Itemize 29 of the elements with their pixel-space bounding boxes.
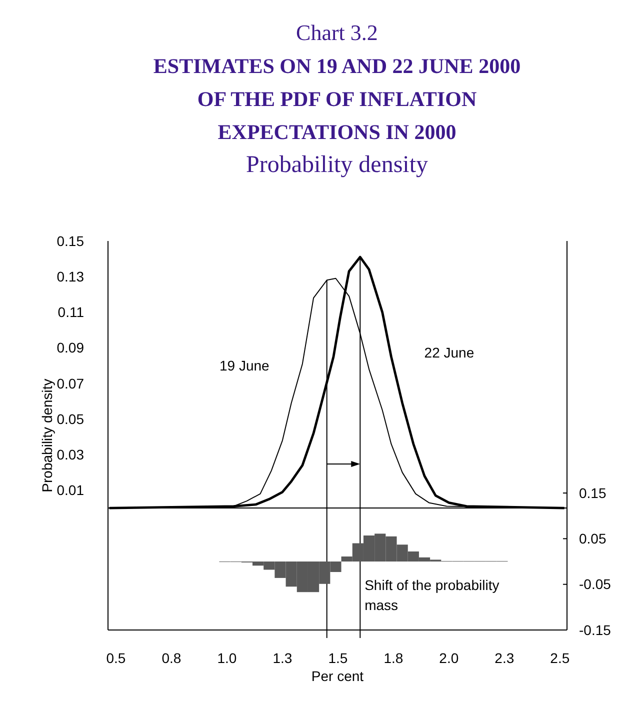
text: 19 June	[220, 357, 270, 374]
annotation: Shift of the probability mass	[364, 576, 500, 613]
chart-title: Chart 3.2	[296, 20, 378, 45]
y-tick-label: 0.11	[58, 304, 84, 320]
y-tick-label: 0.01	[56, 482, 84, 498]
y-tick-label: 0.07	[56, 375, 84, 392]
x-tick-label: 1.5	[328, 650, 348, 666]
y2-tick-label: -0.05	[579, 576, 612, 592]
y2-tick-label: -0.15	[579, 622, 612, 638]
x-tick-label: 1.0	[217, 650, 237, 666]
x-tick-label: 1.3	[272, 650, 292, 666]
y-tick-label: 0.13	[56, 268, 84, 285]
y2-tick-label: 0.15	[579, 484, 606, 501]
x-tick-label: 0.8	[162, 650, 182, 666]
x-axis-title: Per cent	[311, 668, 364, 684]
y-tick-label: 0.05	[56, 410, 84, 427]
text: 22 June	[424, 344, 474, 360]
x-tick-label: 2.3	[494, 650, 514, 666]
x-tick-label: 2.5	[550, 650, 570, 666]
y-tick-label: 0.09	[56, 340, 84, 356]
x-tick-label: 0.5	[106, 650, 126, 666]
x-tick-label: 2.0	[439, 650, 459, 666]
x-tick-label: 1.8	[384, 650, 404, 666]
y-tick-label: 0.03	[56, 446, 84, 463]
y2-tick-label: 0.05	[579, 530, 606, 547]
y-axis-title: Probability density	[39, 378, 55, 492]
y-tick-label: 0.15	[56, 232, 84, 249]
text: Probability density	[246, 152, 428, 178]
chart-subtitle: ESTIMATES ON 19 AND 22 JUNE 2000 OF THE PDF OF INFLATION EXPECTATIONS IN 2000	[153, 54, 521, 144]
